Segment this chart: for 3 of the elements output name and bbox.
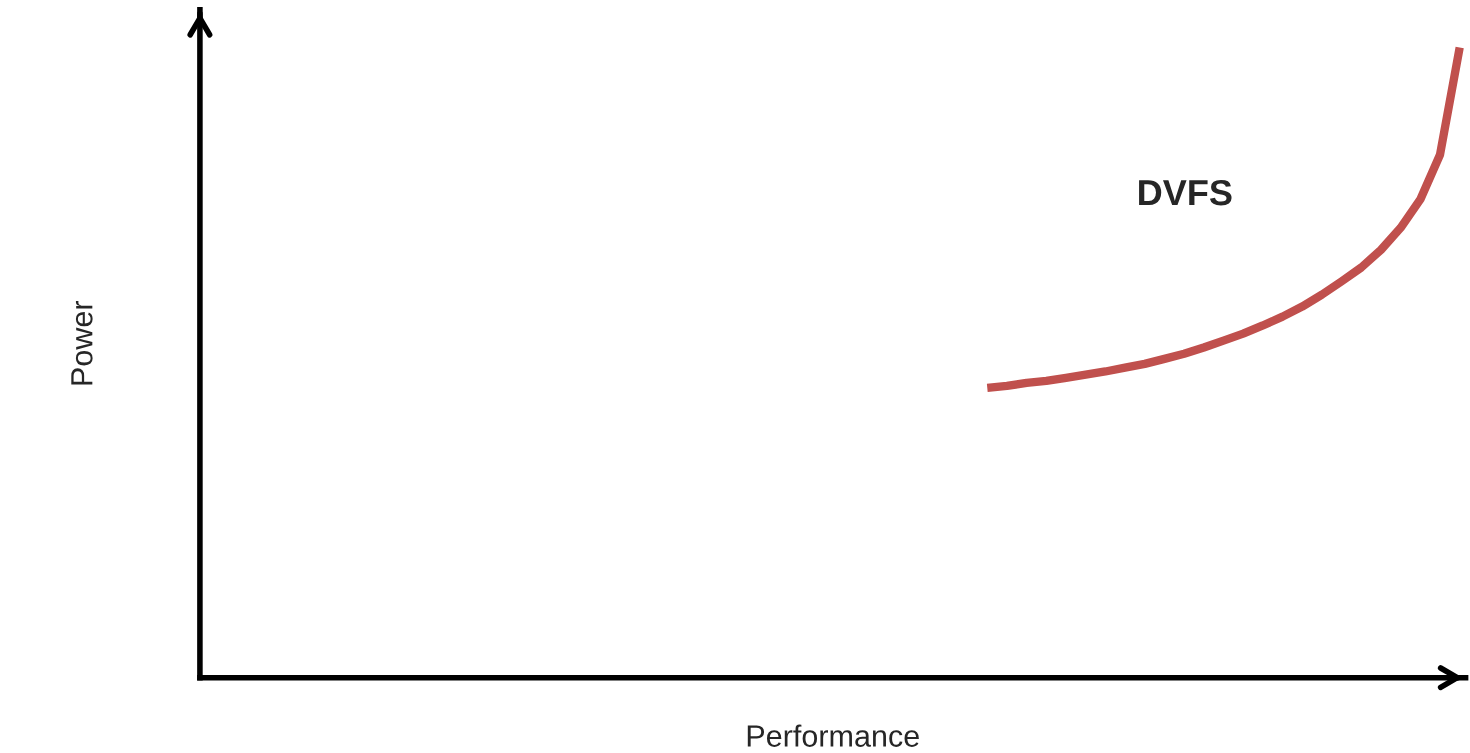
x-axis-title: Performance (747, 724, 919, 747)
y-axis-title: Power (71, 300, 93, 385)
annotation: DVFS (1139, 179, 1232, 206)
